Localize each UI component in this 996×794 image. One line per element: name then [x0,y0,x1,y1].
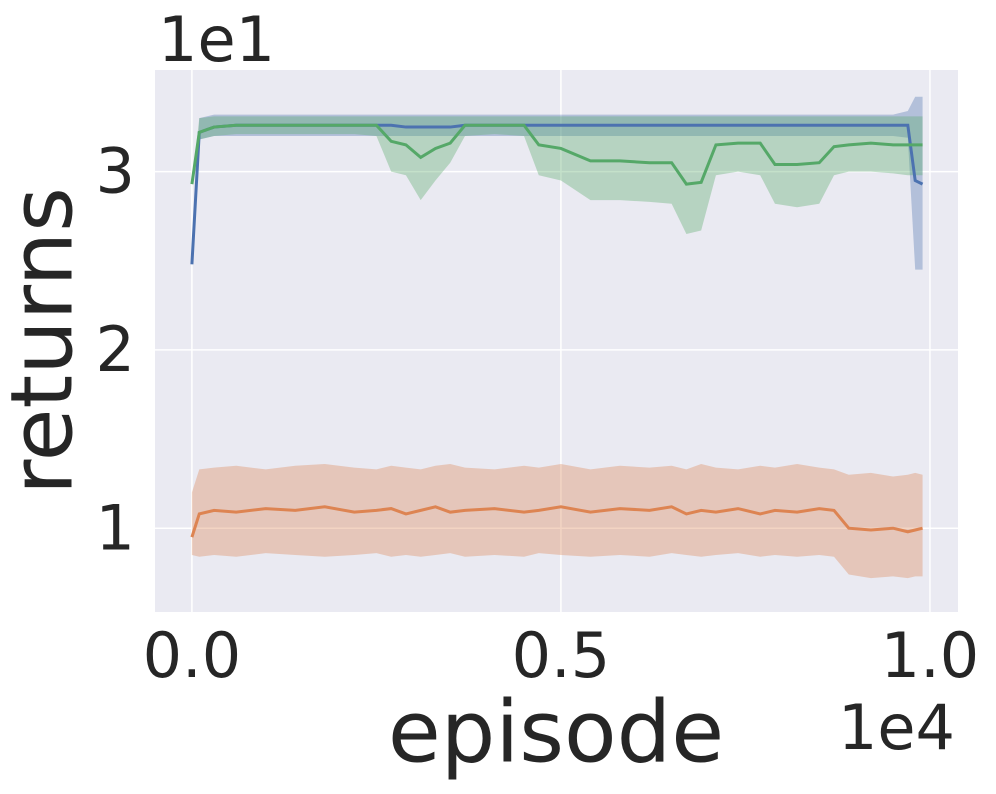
y-tick-label: 2 [96,313,135,386]
band [191,96,923,270]
x-axis-label: episode [388,682,724,782]
y-tick-label: 3 [96,135,135,208]
x-tick-label: 0.5 [512,619,611,692]
band [191,116,923,235]
x-tick-label: 1.0 [881,619,980,692]
y-axis-label: returns [0,187,92,495]
plot-area [155,70,958,612]
y-tick-label: 1 [96,491,135,564]
line [190,505,923,538]
band [191,464,923,579]
y-offset: 1e1 [158,3,275,76]
x-tick-label: 0.0 [143,619,242,692]
line [190,123,923,186]
x-offset: 1e4 [838,691,955,764]
